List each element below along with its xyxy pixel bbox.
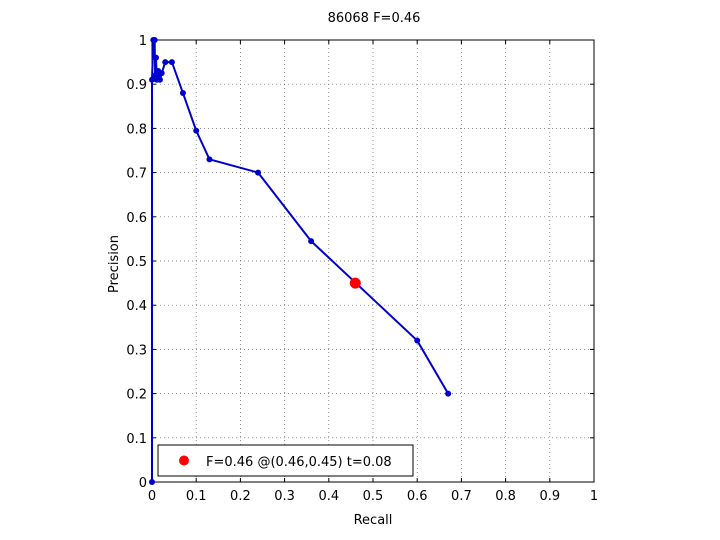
axis-ticks: 0 0.1 0.2 0.3 0.4 0.5 0.6 0.7 0.8 0.9 1 0 0.1 0.2 0.3 0…: [126, 34, 598, 504]
y-tick-label: 0.3: [126, 343, 147, 358]
x-tick-label: 0.3: [274, 489, 295, 504]
chart-title: 86068 F=0.46: [328, 11, 421, 26]
legend-box: [157, 444, 414, 477]
pr-curve-point: [168, 59, 175, 66]
x-tick-label: 0.5: [363, 489, 384, 504]
pr-curve-point: [206, 156, 213, 163]
y-tick-label: 0.8: [126, 122, 147, 137]
legend-marker: [179, 455, 189, 466]
y-axis-label: Precision: [107, 235, 122, 293]
series: [149, 37, 452, 485]
x-tick-label: 0.9: [539, 489, 560, 504]
legend-label: F=0.46 @(0.46,0.45) t=0.08: [206, 455, 392, 470]
best-f-point-layer: [349, 277, 361, 289]
pr-curve-point: [255, 169, 262, 176]
pr-curve-point: [149, 76, 155, 83]
y-tick-label: 0.2: [126, 388, 147, 403]
x-tick-label: 0.7: [451, 489, 472, 504]
y-tick-label: 0: [139, 476, 147, 491]
pr-curve-point: [193, 127, 200, 134]
pr-curve-point: [152, 54, 159, 61]
x-tick-label: 0.6: [407, 489, 428, 504]
x-axis-label: Recall: [354, 513, 393, 528]
best-f-point: [349, 277, 361, 289]
x-tick-label: 0.8: [495, 489, 516, 504]
y-tick-label: 0.9: [126, 78, 147, 93]
x-tick-label: 0: [148, 489, 156, 504]
pr-curve-point: [179, 90, 186, 97]
x-tick-label: 0.1: [186, 489, 207, 504]
pr-curve-point: [151, 37, 158, 43]
legend: F=0.46 @(0.46,0.45) t=0.08: [157, 444, 414, 477]
y-tick-label: 0.4: [126, 299, 147, 314]
pr-curve-point: [162, 59, 169, 66]
x-tick-label: 0.4: [318, 489, 339, 504]
pr-curve-point: [149, 479, 155, 485]
y-tick-label: 0.7: [126, 167, 147, 182]
y-tick-label: 0.5: [126, 255, 147, 270]
y-tick-label: 1: [139, 34, 147, 49]
pr-curve-point: [414, 337, 421, 344]
pr-curve-point: [156, 76, 163, 83]
pr-curve-point: [158, 70, 165, 77]
pr-curve-point: [308, 238, 315, 245]
pr-curve-point: [445, 390, 452, 397]
y-tick-label: 0.1: [126, 432, 147, 447]
y-tick-label: 0.6: [126, 211, 147, 226]
grid: [152, 40, 594, 482]
x-tick-label: 1: [590, 489, 598, 504]
x-tick-label: 0.2: [230, 489, 251, 504]
